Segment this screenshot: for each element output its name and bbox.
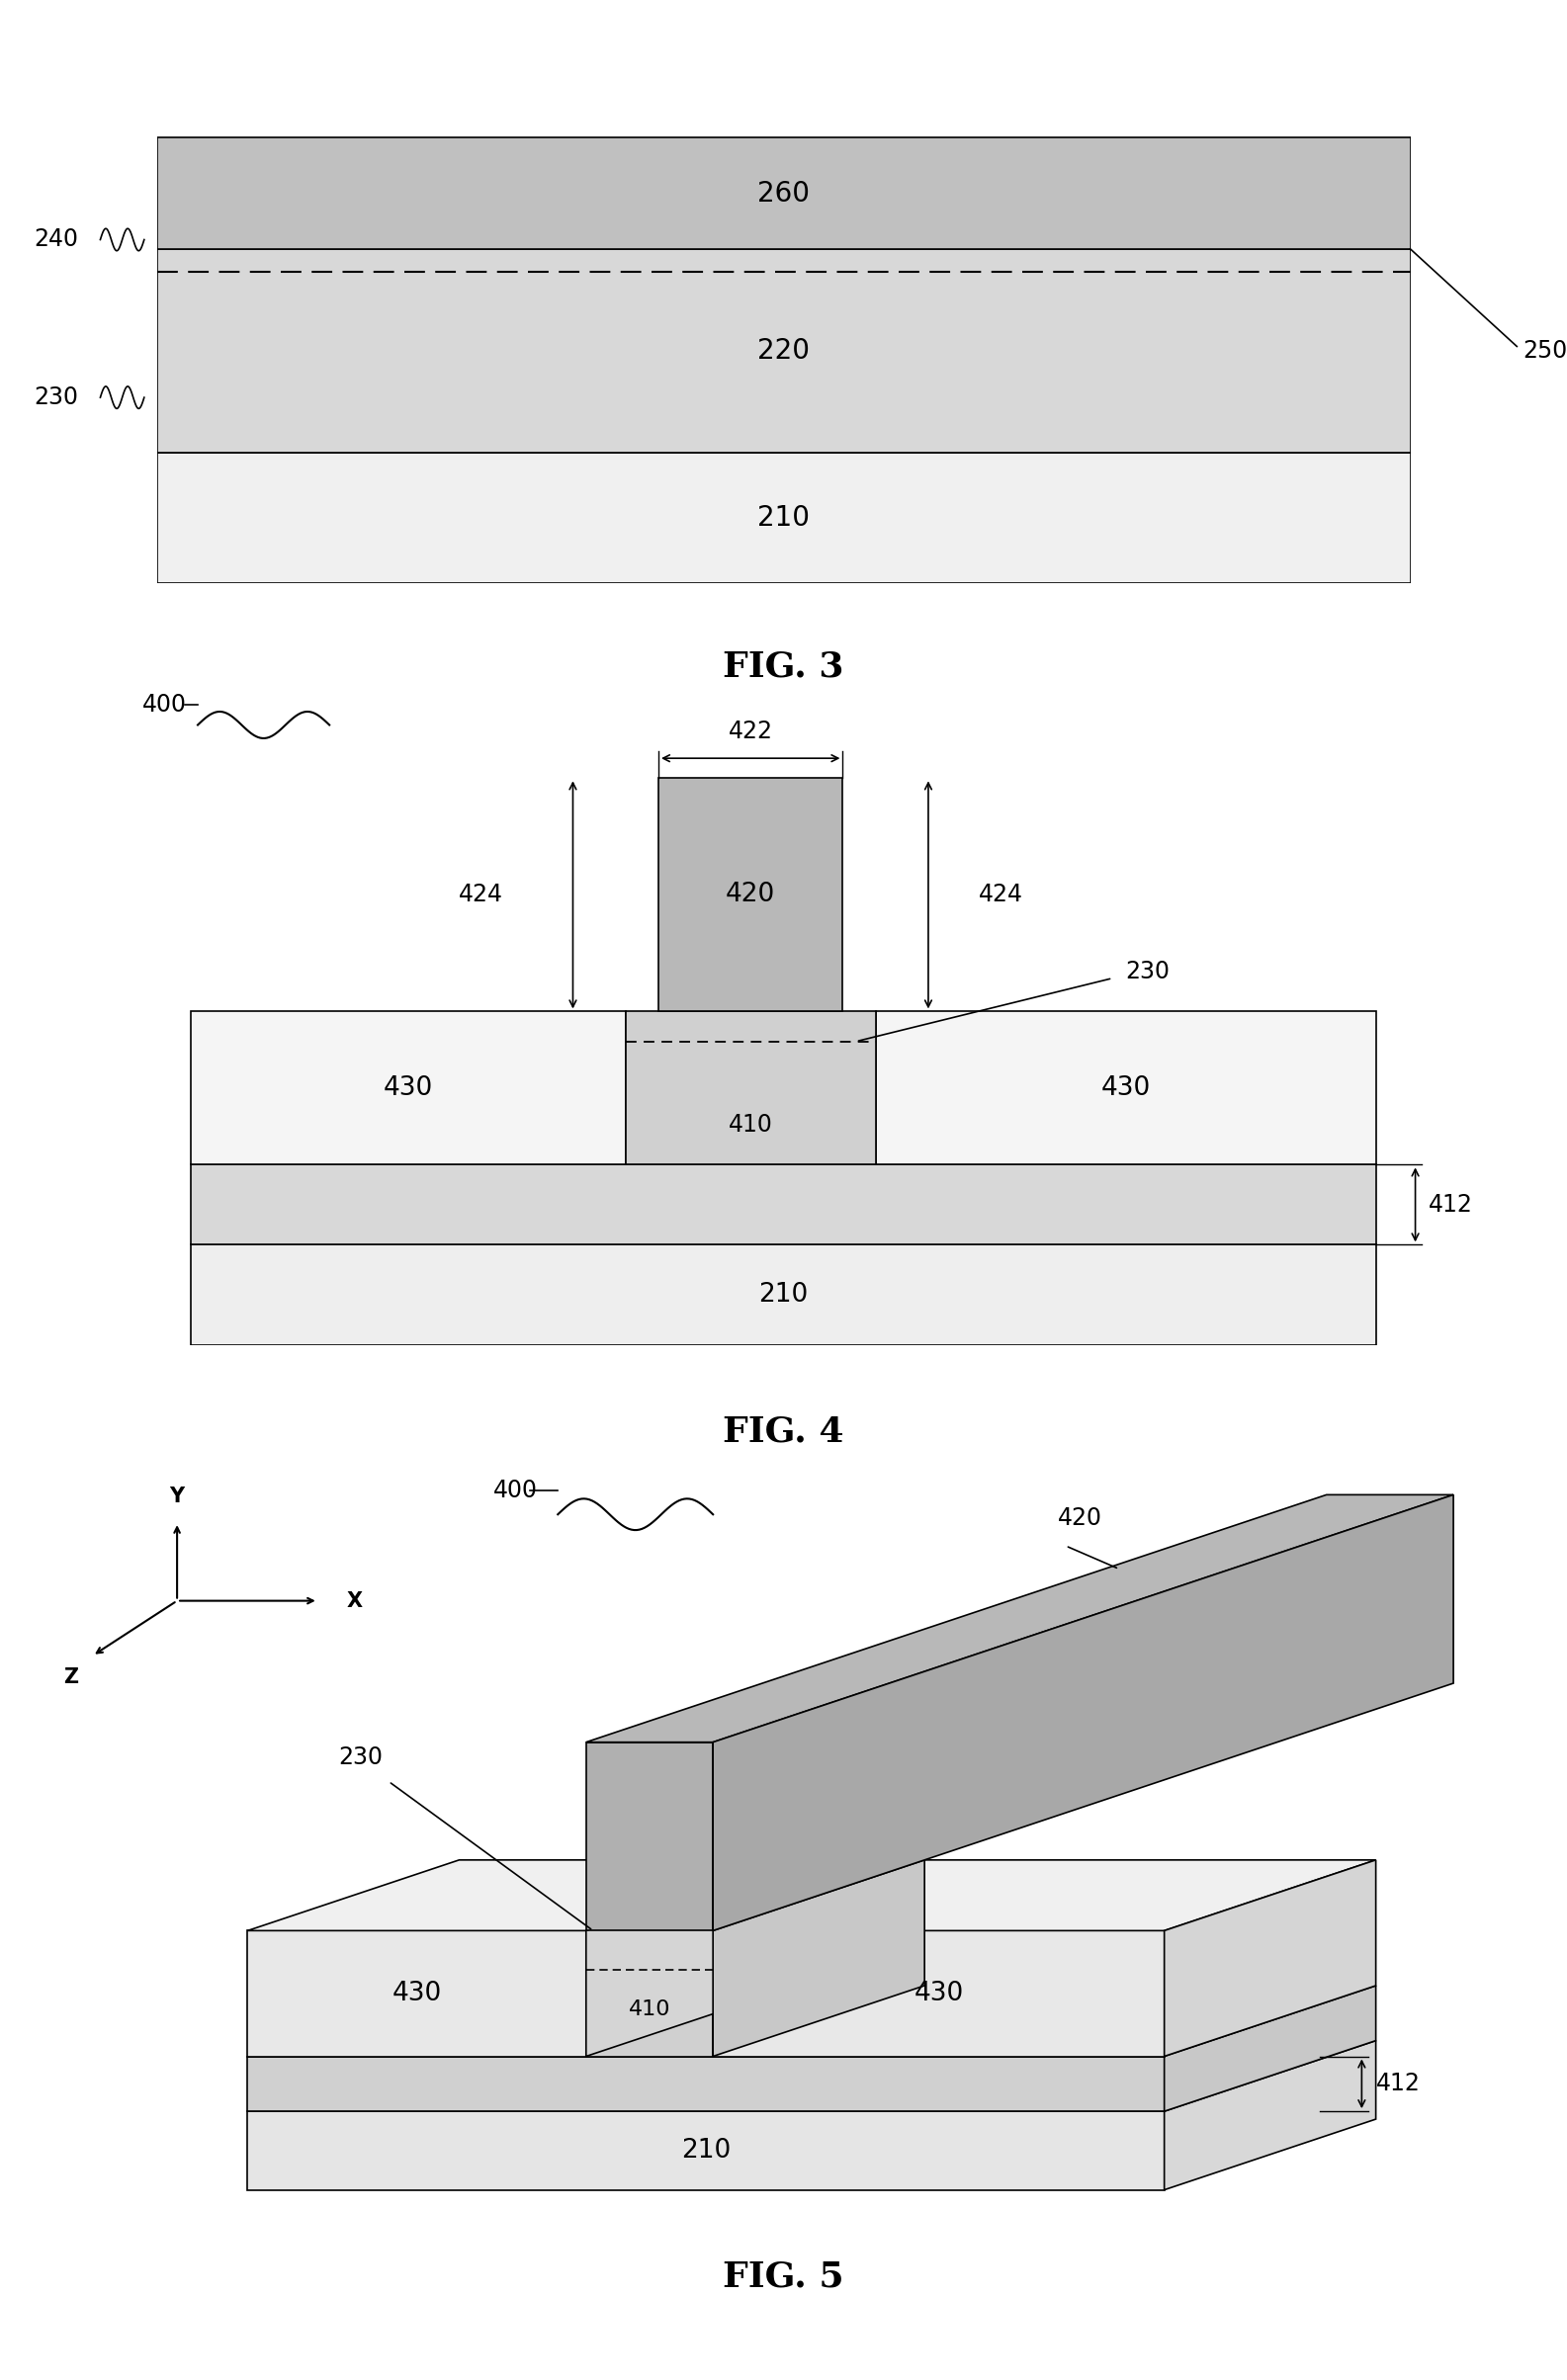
Polygon shape	[586, 1742, 713, 1930]
Polygon shape	[248, 2056, 1164, 2111]
Text: 220: 220	[757, 338, 810, 364]
Text: FIG. 4: FIG. 4	[722, 1414, 845, 1447]
Text: 430: 430	[1102, 1076, 1150, 1102]
Text: 420: 420	[726, 883, 776, 907]
Polygon shape	[713, 1861, 925, 2056]
Polygon shape	[586, 1861, 798, 2056]
Text: 424: 424	[459, 883, 503, 907]
Text: 410: 410	[628, 1999, 671, 2018]
Text: 430: 430	[914, 1980, 964, 2006]
Text: 412: 412	[1376, 2073, 1420, 2097]
Text: 424: 424	[978, 883, 1023, 907]
Polygon shape	[248, 1930, 586, 2056]
Polygon shape	[248, 2111, 1164, 2190]
Text: 240: 240	[34, 228, 78, 252]
Text: 422: 422	[729, 719, 773, 743]
Polygon shape	[248, 2040, 1376, 2111]
Bar	[658, 778, 843, 1012]
Polygon shape	[586, 1495, 1454, 1742]
Bar	[191, 1012, 625, 1164]
Text: 210: 210	[758, 1283, 809, 1307]
Bar	[876, 1012, 1376, 1164]
Text: 210: 210	[682, 2137, 730, 2163]
Bar	[157, 138, 1410, 250]
Text: 230: 230	[34, 386, 78, 409]
Text: Y: Y	[169, 1488, 185, 1507]
Polygon shape	[713, 1861, 1376, 1930]
Bar	[157, 452, 1410, 583]
Text: 420: 420	[1058, 1507, 1102, 1530]
Bar	[191, 1164, 1376, 1245]
Polygon shape	[1164, 2040, 1376, 2190]
Polygon shape	[713, 1495, 1454, 1930]
Polygon shape	[713, 1930, 1164, 2056]
Text: 410: 410	[729, 1114, 773, 1138]
Text: X: X	[346, 1590, 362, 1611]
Text: 230: 230	[338, 1747, 382, 1771]
Bar	[625, 1012, 876, 1164]
Text: 210: 210	[757, 505, 810, 533]
Text: 260: 260	[757, 178, 810, 207]
Bar	[191, 1245, 1376, 1345]
Text: Z: Z	[63, 1668, 78, 1687]
Text: FIG. 5: FIG. 5	[722, 2259, 845, 2292]
Text: 400: 400	[143, 693, 186, 716]
Text: 400: 400	[494, 1478, 537, 1502]
Polygon shape	[1164, 1985, 1376, 2111]
Text: 430: 430	[392, 1980, 442, 2006]
Polygon shape	[586, 1930, 713, 2056]
Text: 230: 230	[1125, 959, 1171, 983]
Text: 412: 412	[1429, 1192, 1473, 1216]
Text: 430: 430	[384, 1076, 432, 1102]
Polygon shape	[248, 1861, 798, 1930]
Bar	[157, 250, 1410, 452]
Polygon shape	[586, 1861, 925, 1930]
Text: FIG. 3: FIG. 3	[722, 650, 845, 683]
Polygon shape	[1164, 1861, 1376, 2056]
Text: 250: 250	[1523, 340, 1567, 362]
Polygon shape	[248, 1985, 1376, 2056]
